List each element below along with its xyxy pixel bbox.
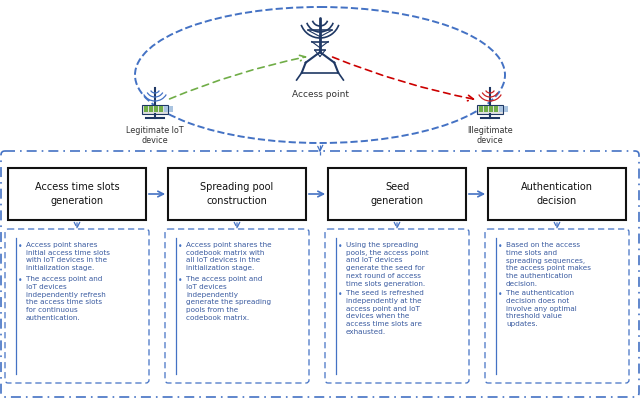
Text: •: • <box>178 276 182 285</box>
Text: The access point and
IoT devices
independently refresh
the access time slots
for: The access point and IoT devices indepen… <box>26 276 106 321</box>
FancyBboxPatch shape <box>5 229 149 383</box>
Bar <box>154 106 158 112</box>
Text: •: • <box>178 242 182 251</box>
Bar <box>479 106 483 112</box>
Text: Using the spreading
pools, the access point
and IoT devices
generate the seed fo: Using the spreading pools, the access po… <box>346 242 429 287</box>
Text: Access point shares the
codebook matrix with
all IoT devices in the
initializati: Access point shares the codebook matrix … <box>186 242 271 271</box>
Bar <box>499 106 503 112</box>
Bar <box>168 168 306 220</box>
FancyBboxPatch shape <box>477 104 502 114</box>
Bar <box>484 106 488 112</box>
Bar <box>159 106 163 112</box>
FancyBboxPatch shape <box>325 229 469 383</box>
Bar <box>149 106 153 112</box>
Text: The seed is refreshed
independently at the
access point and IoT
devices when the: The seed is refreshed independently at t… <box>346 290 424 335</box>
Text: •: • <box>18 276 22 285</box>
Text: Legitimate IoT
device: Legitimate IoT device <box>126 126 184 146</box>
Bar <box>169 106 173 112</box>
FancyBboxPatch shape <box>165 229 309 383</box>
FancyBboxPatch shape <box>485 229 629 383</box>
Bar <box>145 106 148 112</box>
Text: Illegitimate
device: Illegitimate device <box>467 126 513 146</box>
Bar <box>328 168 466 220</box>
Text: •: • <box>338 290 342 299</box>
Text: Seed
generation: Seed generation <box>371 182 424 206</box>
Text: •: • <box>18 242 22 251</box>
Text: The authentication
decision does not
involve any optimal
threshold value
updates: The authentication decision does not inv… <box>506 290 577 327</box>
Ellipse shape <box>135 7 505 143</box>
Text: •: • <box>338 242 342 251</box>
Bar <box>8 168 146 220</box>
Text: Based on the access
time slots and
spreading sequences,
the access point makes
t: Based on the access time slots and sprea… <box>506 242 591 287</box>
Text: Access time slots
generation: Access time slots generation <box>35 182 119 206</box>
Bar <box>488 168 626 220</box>
Bar <box>494 106 498 112</box>
Text: Access point shares
initial access time slots
with IoT devices in the
initializa: Access point shares initial access time … <box>26 242 110 271</box>
Bar <box>164 106 168 112</box>
Bar <box>489 106 493 112</box>
Text: The access point and
IoT devices
independently
generate the spreading
pools from: The access point and IoT devices indepen… <box>186 276 271 321</box>
FancyBboxPatch shape <box>143 104 168 114</box>
Text: Access point: Access point <box>291 90 349 99</box>
Text: •: • <box>498 290 502 299</box>
Bar <box>504 106 508 112</box>
Text: Authentication
decision: Authentication decision <box>521 182 593 206</box>
Text: Spreading pool
construction: Spreading pool construction <box>200 182 274 206</box>
Text: •: • <box>498 242 502 251</box>
